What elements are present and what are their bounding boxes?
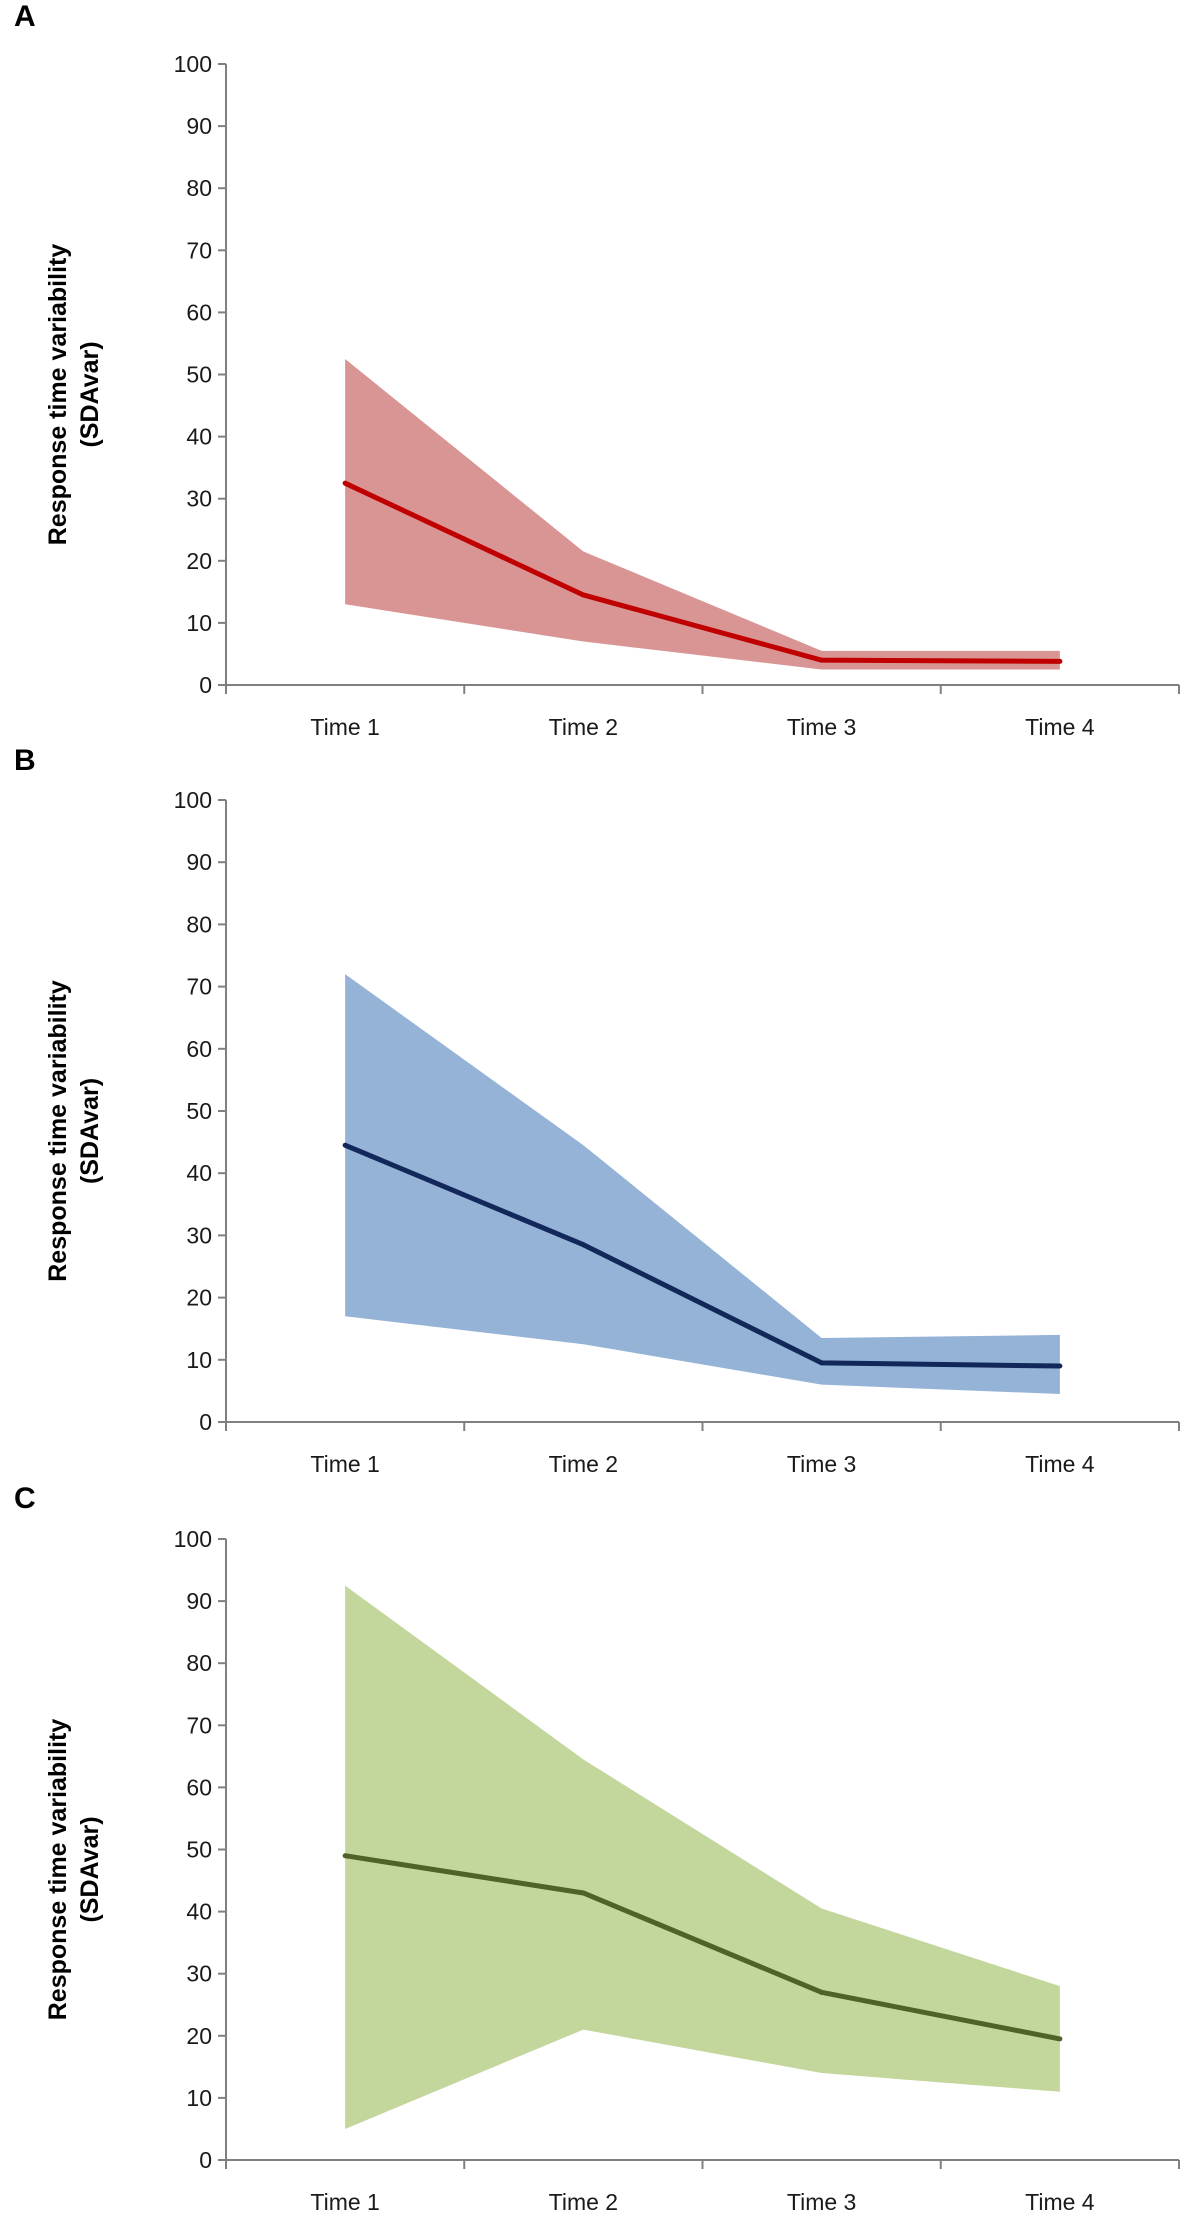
x-tick-label: Time 4 (1025, 2189, 1095, 2215)
y-tick-label: 100 (174, 787, 212, 813)
y-tick-label: 90 (186, 1588, 212, 1614)
y-tick-label: 20 (186, 1285, 212, 1311)
y-tick-label: 30 (186, 1961, 212, 1987)
x-tick-label: Time 2 (549, 2189, 618, 2215)
y-tick-label: 10 (186, 610, 212, 636)
y-tick-label: 0 (199, 672, 212, 698)
y-tick-label: 80 (186, 911, 212, 937)
x-tick-label: Time 2 (549, 1451, 618, 1477)
y-tick-label: 60 (186, 1774, 212, 1800)
mean-point (580, 1890, 586, 1896)
mean-point (819, 1989, 825, 1995)
panel-label: B (14, 744, 36, 777)
y-tick-label: 30 (186, 1222, 212, 1248)
mean-line (344, 1853, 1061, 2042)
y-tick-label: 100 (174, 51, 212, 77)
mean-point (1057, 1363, 1063, 1369)
y-tick-label: 80 (186, 175, 212, 201)
y-tick-label: 60 (186, 1036, 212, 1062)
mean-line (344, 1142, 1060, 1369)
y-axis-label: Response time variability (44, 980, 72, 1282)
y-tick-label: 50 (186, 1837, 212, 1863)
y-tick-label: 50 (186, 362, 212, 388)
y-tick-label: 10 (186, 2085, 212, 2111)
confidence-band (345, 358, 1060, 670)
x-tick-label: Time 1 (310, 714, 379, 740)
y-tick-label: 100 (174, 1526, 212, 1552)
x-tick-label: Time 3 (787, 1451, 856, 1477)
y-axis-label: (SDAvar) (76, 341, 104, 447)
mean-point (819, 1360, 825, 1366)
mean-point (342, 1142, 348, 1148)
panel-label: C (14, 1482, 36, 1515)
confidence-band (345, 974, 1060, 1395)
y-axis-label: (SDAvar) (76, 1078, 104, 1184)
y-tick-label: 0 (199, 1409, 212, 1435)
chart-panel-c: C 0 10 20 30 40 50 60 70 80 90 100 Time 1 Time 2 Time … (14, 1482, 1180, 2215)
y-tick-label: 70 (186, 1712, 212, 1738)
chart-panel-b: B 0 10 20 30 40 50 60 70 80 90 100 Time 1 Time 2 Time … (14, 744, 1180, 1477)
confidence-band (345, 1585, 1060, 2129)
panel-label: A (14, 0, 36, 33)
y-tick-label: 40 (186, 424, 212, 450)
x-tick-label: Time 1 (310, 1451, 379, 1477)
mean-point (342, 1853, 348, 1859)
y-tick-label: 10 (186, 1347, 212, 1373)
y-axis-label: Response time variability (44, 1719, 72, 2021)
y-tick-label: 90 (186, 849, 212, 875)
x-tick-label: Time 1 (310, 2189, 379, 2215)
y-tick-label: 80 (186, 1650, 212, 1676)
y-tick-label: 90 (186, 113, 212, 139)
mean-point (1057, 2036, 1063, 2042)
x-tick-label: Time 4 (1025, 1451, 1095, 1477)
y-tick-label: 60 (186, 299, 212, 325)
mean-point (819, 657, 825, 663)
mean-point (1057, 658, 1063, 664)
y-axis-label: (SDAvar) (76, 1816, 104, 1922)
y-tick-label: 40 (186, 1160, 212, 1186)
x-tick-label: Time 3 (787, 714, 856, 740)
mean-line (344, 480, 1060, 664)
y-tick-label: 50 (186, 1098, 212, 1124)
y-axis-label: Response time variability (44, 244, 72, 546)
y-tick-label: 0 (199, 2147, 212, 2173)
mean-point (580, 592, 586, 598)
y-tick-label: 20 (186, 548, 212, 574)
x-tick-label: Time 4 (1025, 714, 1095, 740)
y-tick-label: 40 (186, 1899, 212, 1925)
x-tick-label: Time 3 (787, 2189, 856, 2215)
y-tick-label: 70 (186, 237, 212, 263)
mean-point (342, 480, 348, 486)
y-tick-label: 70 (186, 974, 212, 1000)
chart-panel-a: A 0 10 20 30 40 50 60 70 80 90 100 Time 1 Time 2 Time … (14, 0, 1180, 740)
y-tick-label: 30 (186, 486, 212, 512)
mean-point (580, 1242, 586, 1248)
x-tick-label: Time 2 (549, 714, 618, 740)
y-tick-label: 20 (186, 2023, 212, 2049)
